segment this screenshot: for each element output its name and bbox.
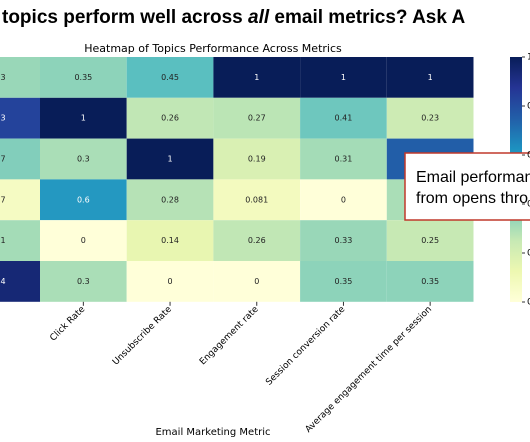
heatmap-cell xyxy=(213,138,301,180)
heading: topics perform well across all email met… xyxy=(2,7,466,28)
heatmap-cell xyxy=(40,138,127,180)
cell-label: 0.31 xyxy=(335,155,353,164)
cell-label: 0.23 xyxy=(421,114,439,123)
cell-label: 0.33 xyxy=(335,236,353,245)
chart-title: Heatmap of Topics Performance Across Met… xyxy=(84,42,342,55)
cell-label: 0.14 xyxy=(161,236,179,245)
heatmap-cell xyxy=(126,57,214,98)
cell-label: 0.31 xyxy=(0,236,6,245)
cell-label: 0.3 xyxy=(77,155,90,164)
heatmap-cell xyxy=(213,261,301,302)
cell-label: 0.41 xyxy=(335,114,353,123)
heatmap-cell xyxy=(213,220,301,261)
heatmap-cell xyxy=(386,97,474,139)
heatmap-cell xyxy=(386,57,474,98)
heatmap-cell xyxy=(0,57,40,98)
cell-label: 1 xyxy=(254,73,259,82)
colorbar-tick-label: 0.4 xyxy=(527,200,530,210)
cell-label: 0.35 xyxy=(74,73,92,82)
heatmap-cell xyxy=(0,97,40,139)
cell-label: 1 xyxy=(81,114,86,123)
cell-label: 0.19 xyxy=(248,155,266,164)
colorbar-tick-label: 0.8 xyxy=(527,102,530,112)
x-tick-label: Session conversion rate xyxy=(264,304,347,387)
heatmap-cell xyxy=(0,220,40,261)
heatmap-cell xyxy=(300,179,387,221)
heatmap-cell xyxy=(300,261,387,302)
colorbar-tick-label: 0.6 xyxy=(527,151,530,161)
heatmap-cell xyxy=(213,179,301,221)
heatmap-cell xyxy=(386,220,474,261)
cell-label: 0.94 xyxy=(0,277,6,286)
cell-label: 0.35 xyxy=(335,277,353,286)
heading-lead: topics perform well across xyxy=(2,7,248,28)
heatmap-cell xyxy=(126,261,214,302)
heatmap-cell xyxy=(126,138,214,180)
heatmap-cell xyxy=(386,261,474,302)
heatmap-cell xyxy=(126,97,214,139)
cell-label: 1 xyxy=(428,73,433,82)
heatmap-cell xyxy=(126,179,214,221)
cell-label: 0.26 xyxy=(161,114,179,123)
cell-label: 0.28 xyxy=(161,195,179,204)
cell-label: 0.6 xyxy=(77,195,90,204)
heatmap-cell xyxy=(0,261,40,302)
cell-label: 0.83 xyxy=(0,114,6,123)
cell-label: 0.33 xyxy=(0,73,6,82)
heatmap-cell xyxy=(300,138,387,180)
cell-label: 1 xyxy=(168,155,173,164)
annotation-box xyxy=(404,152,530,221)
heading-tail: email metrics? Ask A xyxy=(269,7,465,28)
colorbar-tick-label: 1.0 xyxy=(527,53,530,63)
heatmap-cell xyxy=(40,57,127,98)
heatmap-cell xyxy=(0,138,40,180)
colorbar-tick-label: 0.2 xyxy=(527,249,530,259)
heatmap-cell xyxy=(300,220,387,261)
x-tick-label: Engagement rate xyxy=(198,304,261,367)
cell-label: 0 xyxy=(81,236,86,245)
x-tick-label: Click Rate xyxy=(48,304,87,343)
cell-label: 0.07 xyxy=(0,195,6,204)
x-tick-label: Unsubscribe Rate xyxy=(111,304,174,367)
cell-label: 0.26 xyxy=(248,236,266,245)
cell-label: 0 xyxy=(168,277,173,286)
heatmap-cell xyxy=(40,179,127,221)
colorbar-tick-label: 0.0 xyxy=(527,298,530,308)
cell-label: 0.35 xyxy=(421,277,439,286)
cell-label: 0 xyxy=(254,277,259,286)
heatmap-cell xyxy=(213,97,301,139)
heatmap-cell xyxy=(40,97,127,139)
cell-label: 0 xyxy=(341,195,346,204)
x-axis-label: Email Marketing Metric xyxy=(155,427,270,438)
cell-label: 1 xyxy=(341,73,346,82)
heatmap: 0.33 0.35 0.45 1 1 1 0.83 1 0.26 0.27 0.41 0.23 0.37… xyxy=(0,57,474,302)
cell-label: 0.25 xyxy=(421,236,439,245)
annotation-line: from opens thro xyxy=(416,190,528,207)
cell-label: 0.081 xyxy=(245,195,268,204)
heatmap-cell xyxy=(300,97,387,139)
annotation-line: Email performan xyxy=(416,169,530,186)
cell-label: 0.27 xyxy=(248,114,266,123)
heatmap-cell xyxy=(300,57,387,98)
cell-label: 0.3 xyxy=(77,277,90,286)
heatmap-cell xyxy=(213,57,301,98)
heatmap-cell xyxy=(40,220,127,261)
heading-emphasis: all xyxy=(248,7,270,28)
heatmap-cell xyxy=(126,220,214,261)
heatmap-cell xyxy=(0,179,40,221)
cell-label: 0.45 xyxy=(161,73,179,82)
cell-label: 0.37 xyxy=(0,155,6,164)
heatmap-cell xyxy=(40,261,127,302)
